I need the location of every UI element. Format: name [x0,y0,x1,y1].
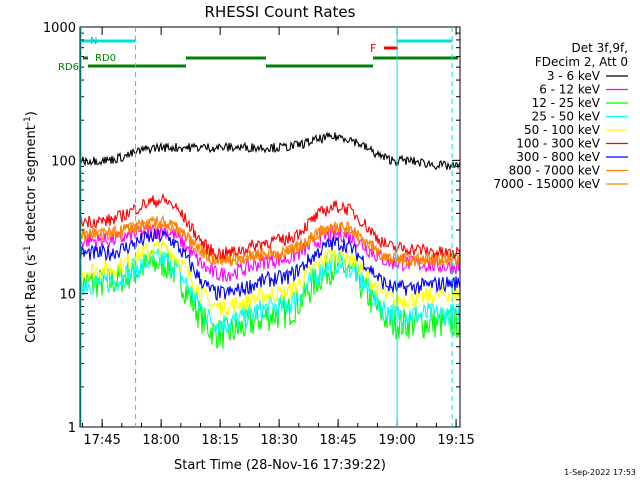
legend-label-4: 50 - 100 keV [524,123,601,137]
x-tick-label-2: 18:15 [201,433,238,448]
legend-label-5: 100 - 300 keV [516,137,600,151]
y-tick-label-2: 100 [51,154,76,169]
chart-title: RHESSI Count Rates [205,3,356,21]
saa-label-rd6: RD6 [58,62,79,73]
series-line-0 [79,131,461,171]
legend-label-3: 25 - 50 keV [532,110,601,124]
x-tick-label-3: 18:30 [260,433,297,448]
y-tick-label-0: 1 [68,421,76,436]
status-bars-layer [80,39,458,68]
saa-label-rd0: RD0 [95,53,116,64]
plot-frame [79,26,461,428]
y-axis-label: Count Rate (s-1 detector segment-1) [23,111,39,343]
x-axis-label: Start Time (28-Nov-16 17:39:22) [174,458,386,473]
x-tick-label-5: 19:00 [378,433,415,448]
legend-label-8: 7000 - 15000 keV [493,177,600,191]
legend-label-2: 12 - 25 keV [532,96,601,110]
x-tick-label-4: 18:45 [319,433,356,448]
x-tick-label-0: 17:45 [83,433,120,448]
flare-label: F [370,42,376,55]
legend-header-2: FDecim 2, Att 0 [535,55,628,69]
night-label: N [90,36,97,47]
legend-label-1: 6 - 12 keV [539,83,601,97]
legend-label-0: 3 - 6 keV [547,69,601,83]
y-tick-label-1: 10 [59,288,76,303]
legend-label-7: 800 - 7000 keV [509,164,601,178]
legend-header-1: Det 3f,9f, [572,41,629,55]
series-layer [79,131,461,349]
footer-date: 1-Sep-2022 17:53 [564,468,636,477]
x-tick-label-1: 18:00 [142,433,179,448]
y-tick-label-3: 1000 [43,21,76,36]
axes-layer: 17:45 18:00 18:15 18:30 18:45 19:00 19:15 1 10 10… [43,21,475,448]
legend-label-6: 300 - 800 keV [516,150,600,164]
x-tick-label-6: 19:15 [437,433,474,448]
